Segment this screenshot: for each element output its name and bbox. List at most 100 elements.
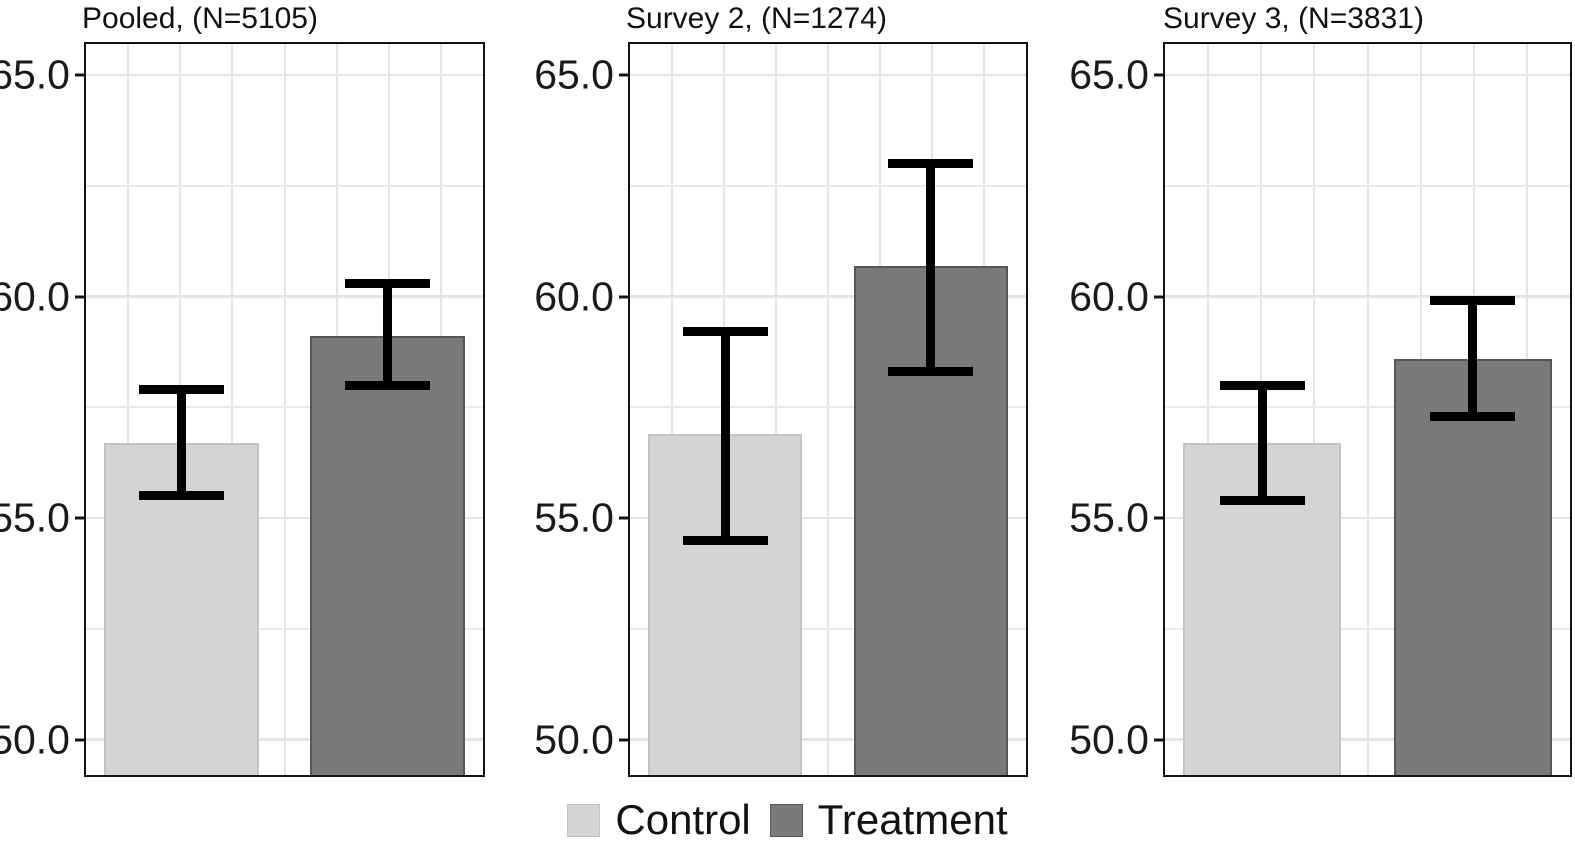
y-axis-tick xyxy=(619,295,629,299)
error-bar-stem xyxy=(1257,385,1267,501)
vertical-gridline xyxy=(774,44,777,775)
plot-survey-2: Survey 2, (N=1274) 50.0 55.0 60.0 65.0 xyxy=(534,0,1028,777)
y-tick-label: 65.0 xyxy=(0,51,70,98)
y-axis-tick xyxy=(75,295,85,299)
error-bar-cap-bottom xyxy=(345,380,431,390)
vertical-gridline xyxy=(1313,44,1316,775)
horizontal-gridline-major xyxy=(86,516,483,520)
error-bar-cap-top xyxy=(682,327,768,337)
horizontal-gridline-major xyxy=(630,516,1026,520)
horizontal-gridline-major xyxy=(630,738,1026,741)
vertical-gridline xyxy=(827,44,829,775)
horizontal-gridline-minor xyxy=(1165,184,1570,187)
legend-label-control: Control xyxy=(615,796,751,843)
horizontal-gridline-major xyxy=(86,73,483,77)
bar-control xyxy=(1183,442,1342,775)
error-bar-cap-bottom xyxy=(138,491,224,501)
y-axis-tick xyxy=(75,738,85,742)
legend-swatch-control-icon xyxy=(567,803,601,837)
legend-label-treatment: Treatment xyxy=(817,796,1008,843)
y-axis-tick xyxy=(1154,516,1164,520)
horizontal-gridline-major xyxy=(1165,738,1570,741)
horizontal-gridline-minor xyxy=(86,184,483,187)
horizontal-gridline-minor xyxy=(1165,406,1570,409)
panel-wrap-survey-3: 50.0 55.0 60.0 65.0 xyxy=(1069,42,1572,777)
horizontal-gridline-major xyxy=(1165,516,1570,520)
y-tick-label: 50.0 xyxy=(1069,716,1149,763)
y-axis-tick xyxy=(619,738,629,742)
y-axis-tick xyxy=(619,73,629,77)
vertical-gridline xyxy=(1366,44,1369,775)
y-tick-label: 55.0 xyxy=(534,494,614,541)
horizontal-gridline-minor xyxy=(86,627,483,630)
panel-wrap-survey-2: 50.0 55.0 60.0 65.0 xyxy=(534,42,1028,777)
y-tick-label: 60.0 xyxy=(1069,273,1149,320)
vertical-gridline xyxy=(283,44,286,775)
legend-swatch-treatment-icon xyxy=(769,803,803,837)
error-bar-cap-bottom xyxy=(888,367,974,377)
horizontal-gridline-major xyxy=(86,738,483,741)
horizontal-gridline-major xyxy=(1165,295,1570,298)
panel-survey-2: 50.0 55.0 60.0 65.0 xyxy=(534,42,1028,777)
error-bar-cap-top xyxy=(1430,296,1516,306)
y-tick-label: 50.0 xyxy=(0,716,70,763)
horizontal-gridline-major xyxy=(630,73,1026,77)
horizontal-gridline-minor xyxy=(86,406,483,409)
legend: Control Treatment xyxy=(0,793,1575,847)
error-bar-cap-bottom xyxy=(1219,495,1305,505)
panel-survey-3: 50.0 55.0 60.0 65.0 xyxy=(1069,42,1572,777)
vertical-gridline xyxy=(671,44,674,775)
panel-plot-area xyxy=(86,44,483,775)
horizontal-gridline-major xyxy=(86,295,483,298)
y-tick-label: 55.0 xyxy=(0,494,70,541)
y-axis-tick xyxy=(1154,738,1164,742)
plot-pooled: Pooled, (N=5105) 50.0 55.0 60.0 65.0 xyxy=(0,0,485,777)
error-bar-stem xyxy=(383,283,393,386)
error-bar-stem xyxy=(720,331,730,541)
y-tick-label: 60.0 xyxy=(534,273,614,320)
panel-plot-area xyxy=(630,44,1026,775)
y-axis-tick xyxy=(1154,73,1164,77)
panel-plot-area xyxy=(1165,44,1570,775)
panel-title-survey-2: Survey 2, (N=1274) xyxy=(626,2,887,35)
error-bar-cap-top xyxy=(1219,380,1305,390)
y-axis-tick xyxy=(75,516,85,520)
vertical-gridline xyxy=(1207,44,1210,775)
error-bar-cap-top xyxy=(138,385,224,395)
error-bar-cap-bottom xyxy=(682,535,768,545)
y-tick-label: 60.0 xyxy=(0,273,70,320)
y-axis-tick xyxy=(619,516,629,520)
error-bar-cap-bottom xyxy=(1430,411,1516,421)
y-axis-tick xyxy=(75,73,85,77)
bar-control xyxy=(647,433,803,775)
y-tick-label: 50.0 xyxy=(534,716,614,763)
panel-title-survey-3: Survey 3, (N=3831) xyxy=(1163,2,1424,35)
y-tick-label: 65.0 xyxy=(1069,51,1149,98)
y-tick-label: 55.0 xyxy=(1069,494,1149,541)
horizontal-gridline-major xyxy=(1165,73,1570,77)
error-bar-cap-top xyxy=(888,159,974,169)
horizontal-gridline-minor xyxy=(1165,627,1570,630)
panel-pooled: 50.0 55.0 60.0 65.0 xyxy=(0,42,485,777)
bar-treatment xyxy=(1393,358,1552,775)
horizontal-gridline-minor xyxy=(630,627,1026,630)
bar-treatment xyxy=(853,265,1009,775)
y-tick-label: 65.0 xyxy=(534,51,614,98)
plot-survey-3: Survey 3, (N=3831) 50.0 55.0 60.0 65.0 xyxy=(1069,0,1572,777)
vertical-gridline xyxy=(127,44,130,775)
horizontal-gridline-major xyxy=(630,295,1026,298)
error-bar-stem xyxy=(176,389,186,496)
legend-item-treatment: Treatment xyxy=(769,796,1008,843)
vertical-gridline xyxy=(231,44,234,775)
horizontal-gridline-minor xyxy=(630,406,1026,409)
bar-treatment xyxy=(310,336,466,775)
error-bar-stem xyxy=(926,163,936,372)
horizontal-gridline-minor xyxy=(630,184,1026,187)
panel-title-pooled: Pooled, (N=5105) xyxy=(82,2,318,35)
panel-wrap-pooled: 50.0 55.0 60.0 65.0 xyxy=(0,42,485,777)
error-bar-stem xyxy=(1468,300,1478,417)
y-axis-tick xyxy=(1154,295,1164,299)
error-bar-cap-top xyxy=(345,278,431,288)
legend-item-control: Control xyxy=(567,796,751,843)
